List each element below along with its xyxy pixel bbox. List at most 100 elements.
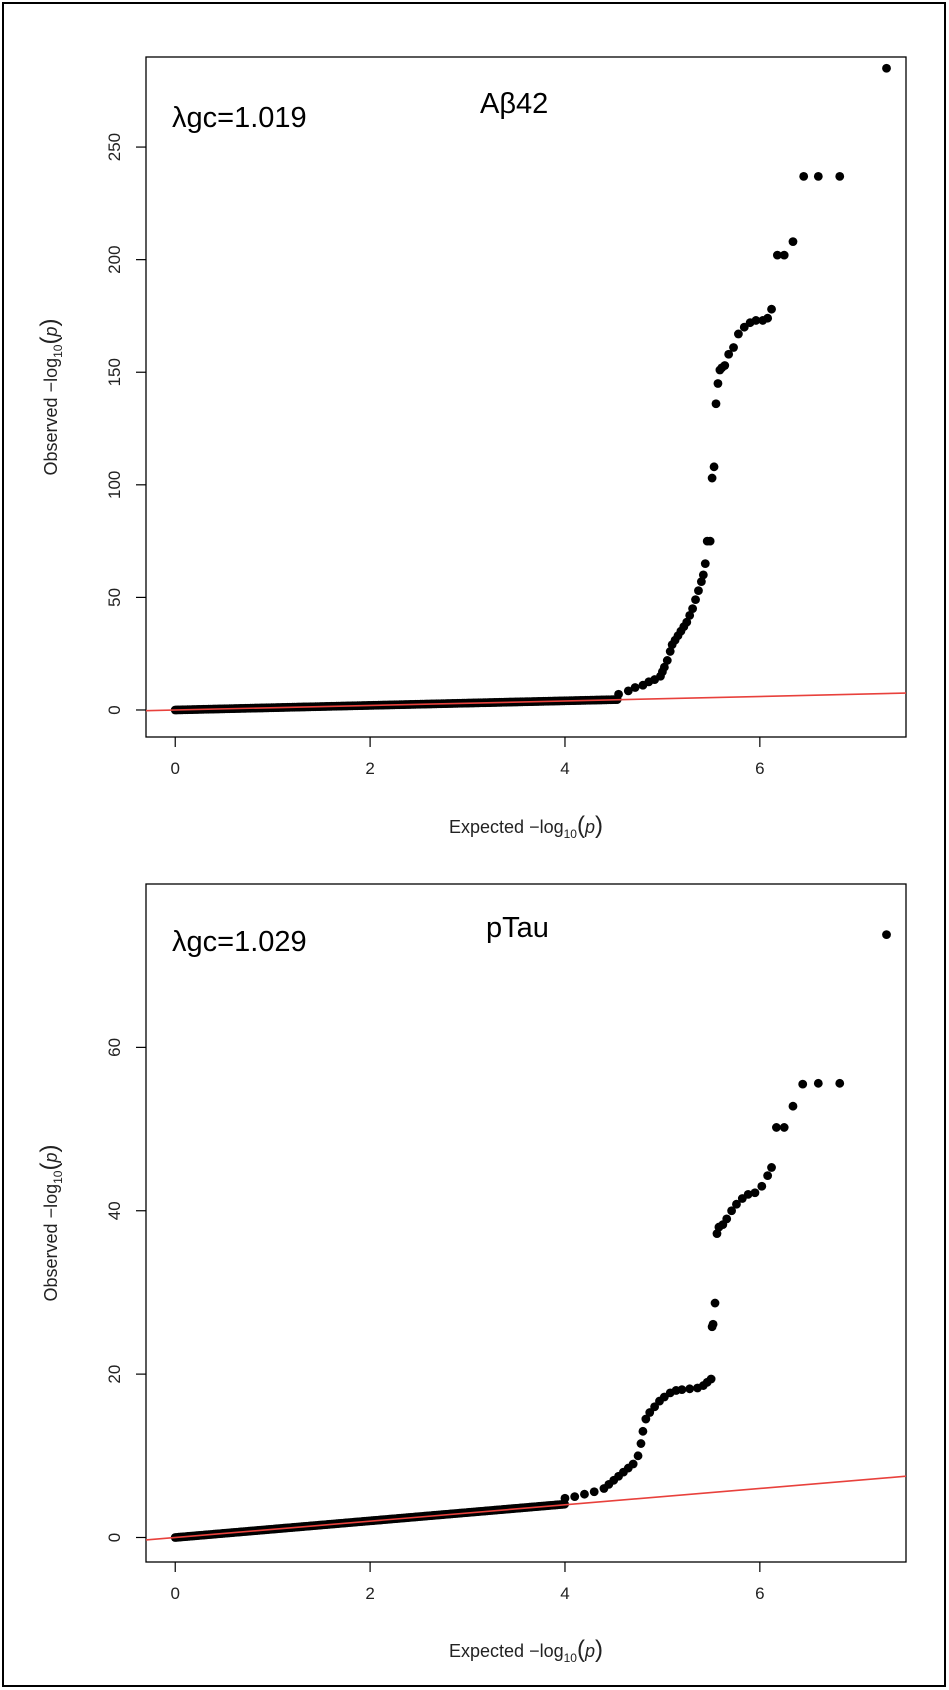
data-point bbox=[732, 1199, 741, 1209]
y-axis-label-prefix: Observed −log bbox=[41, 1184, 61, 1302]
data-point bbox=[710, 1298, 720, 1308]
data-point bbox=[722, 1214, 732, 1224]
x-axis-label-arg: p bbox=[584, 817, 595, 837]
data-point bbox=[580, 1489, 589, 1499]
data-point bbox=[763, 1171, 773, 1181]
y-tick-label: 0 bbox=[105, 705, 124, 714]
x-axis-label-prefix: Expected −log bbox=[449, 817, 564, 837]
y-axis-label-prefix: Observed −log bbox=[41, 358, 61, 476]
data-point bbox=[570, 1492, 580, 1502]
data-point bbox=[614, 689, 623, 699]
x-axis-label-open-paren: ( bbox=[577, 812, 585, 839]
data-point bbox=[767, 1163, 776, 1172]
x-axis-label: Expected −log10(p) bbox=[449, 1636, 603, 1665]
data-point bbox=[788, 1101, 798, 1111]
y-axis-label-arg: p bbox=[41, 1153, 61, 1164]
data-point bbox=[630, 683, 640, 692]
y-axis-label-arg: p bbox=[41, 327, 61, 338]
x-tick-label: 0 bbox=[170, 759, 179, 778]
lambda-gc-annotation: λgc=1.019 bbox=[172, 102, 307, 134]
qq-panel-1: 0 2 4 6 0 50 100 150 200 250 λgc=1.019 Aβ42 Expected… bbox=[36, 56, 907, 841]
x-tick-label: 2 bbox=[365, 759, 374, 778]
data-point bbox=[665, 647, 675, 656]
data-point bbox=[779, 1123, 789, 1132]
x-tick-label: 6 bbox=[755, 759, 764, 778]
data-point bbox=[707, 473, 717, 483]
data-point bbox=[677, 1385, 687, 1395]
y-tick-label: 60 bbox=[105, 1038, 124, 1057]
data-point bbox=[734, 329, 743, 339]
reference-line bbox=[146, 692, 906, 712]
data-point bbox=[767, 304, 776, 314]
data-point bbox=[636, 1439, 646, 1448]
y-tick-label: 50 bbox=[105, 588, 124, 607]
data-point bbox=[724, 349, 734, 359]
data-point bbox=[685, 611, 695, 620]
data-point bbox=[708, 1319, 718, 1329]
y-tick-label: 0 bbox=[105, 1533, 124, 1542]
data-point bbox=[633, 1451, 643, 1461]
y-axis-label-close-paren: ) bbox=[36, 1145, 63, 1153]
y-tick-label: 20 bbox=[105, 1365, 124, 1384]
data-point bbox=[798, 1079, 808, 1089]
y-axis-label-subscript: 10 bbox=[51, 344, 65, 358]
y-axis-label-open-paren: ( bbox=[36, 1163, 63, 1171]
data-point bbox=[705, 536, 715, 546]
data-point bbox=[727, 1206, 736, 1216]
lambda-gc-annotation: λgc=1.029 bbox=[172, 926, 307, 958]
data-point bbox=[638, 1426, 648, 1436]
y-axis-label-close-paren: ) bbox=[36, 319, 63, 327]
data-point bbox=[696, 577, 706, 587]
panel-title: Aβ42 bbox=[480, 88, 548, 120]
data-point bbox=[698, 570, 708, 580]
data-point bbox=[772, 250, 782, 260]
data-point bbox=[757, 1181, 767, 1191]
x-tick-label: 0 bbox=[170, 1584, 179, 1603]
data-point bbox=[662, 656, 672, 665]
y-axis-label: Observed −log10(p) bbox=[36, 319, 65, 476]
x-axis-label-open-paren: ( bbox=[577, 1636, 585, 1663]
data-point bbox=[682, 617, 692, 627]
data-point bbox=[691, 595, 700, 605]
data-point bbox=[882, 63, 891, 73]
data-point bbox=[799, 171, 809, 181]
y-tick-label: 40 bbox=[105, 1201, 124, 1220]
y-axis-label: Observed −log10(p) bbox=[36, 1145, 65, 1302]
data-point bbox=[589, 1487, 599, 1497]
panel-title: pTau bbox=[486, 912, 549, 944]
data-point bbox=[700, 559, 710, 569]
data-point bbox=[882, 930, 891, 940]
data-point bbox=[720, 361, 730, 370]
data-point bbox=[628, 1459, 638, 1469]
y-tick-label: 150 bbox=[105, 358, 124, 386]
data-point bbox=[713, 379, 723, 388]
y-axis-label-open-paren: ( bbox=[36, 337, 63, 345]
x-axis-label-prefix: Expected −log bbox=[449, 1641, 564, 1661]
x-tick-label: 4 bbox=[560, 1584, 569, 1603]
data-point bbox=[688, 604, 698, 614]
data-point bbox=[788, 237, 798, 247]
data-point bbox=[750, 1188, 760, 1198]
data-point bbox=[709, 462, 719, 472]
x-axis-label-subscript: 10 bbox=[564, 1651, 578, 1665]
y-axis-label-subscript: 10 bbox=[51, 1170, 65, 1184]
x-tick-label: 6 bbox=[755, 1584, 764, 1603]
data-point bbox=[659, 662, 669, 672]
data-point bbox=[835, 1078, 845, 1088]
x-axis-label-subscript: 10 bbox=[564, 827, 578, 841]
x-tick-label: 2 bbox=[365, 1584, 374, 1603]
data-point bbox=[706, 1374, 716, 1384]
data-point bbox=[772, 1123, 781, 1132]
data-point bbox=[641, 1414, 651, 1424]
data-point bbox=[779, 250, 789, 260]
x-tick-label: 4 bbox=[560, 759, 569, 778]
reference-line bbox=[146, 1475, 906, 1541]
y-tick-label: 250 bbox=[105, 133, 124, 161]
data-point bbox=[560, 1493, 570, 1503]
plot-area-frame bbox=[145, 56, 907, 738]
data-point bbox=[711, 399, 721, 409]
data-point bbox=[763, 313, 773, 323]
